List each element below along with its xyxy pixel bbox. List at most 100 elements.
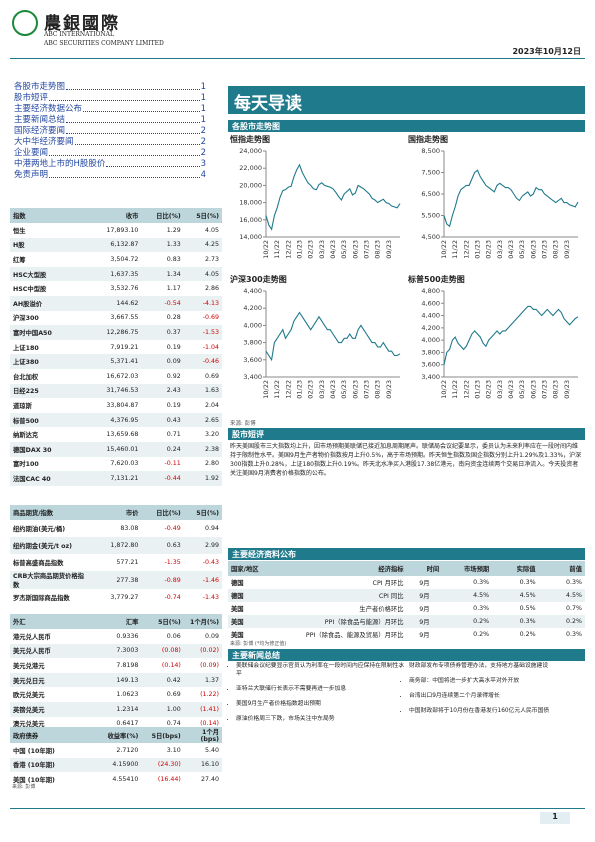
x-tick-label: 12/22 xyxy=(284,240,292,259)
cell: 欧元兑美元 xyxy=(13,692,45,700)
toc-item[interactable]: 国际经济要闻 2 xyxy=(14,126,206,137)
toc-item[interactable]: 主要新闻总结 1 xyxy=(14,115,206,126)
cell: 4.55410 xyxy=(112,775,139,783)
row: CRB大宗商品期货价格指数 277.38 -0.89 -1.46 xyxy=(10,571,222,589)
cell: 2.65 xyxy=(183,412,222,428)
cell: 7.3003 xyxy=(90,643,142,659)
row: 美元兑港元 7.8198 (0.14) (0.09) xyxy=(10,658,222,673)
commodity-table: 商品期货/指数 市价 日比(%) 5日(%) 纽约期油(美元/桶) 83.08 -0.49 0… xyxy=(10,505,222,606)
source: 来源: 彭博 xyxy=(230,421,256,427)
x-tick-label: 01/23 xyxy=(474,380,482,399)
toc-leader xyxy=(49,93,200,101)
cell: HSC中型股 xyxy=(13,286,47,294)
x-tick-label: 04/23 xyxy=(329,240,337,259)
cell: 4.25 xyxy=(183,237,222,253)
y-tick-label: 3,400 xyxy=(421,373,440,381)
header-cell: 指数 xyxy=(10,208,91,223)
toc-title: 股市短评 xyxy=(14,93,49,103)
y-tick-label: 4,500 xyxy=(421,233,440,241)
cell: 德国 xyxy=(231,580,244,587)
toc-leader xyxy=(49,148,200,156)
cell: 美元兑日元 xyxy=(10,672,91,688)
cell: 33,804.87 xyxy=(106,401,139,409)
row: 富时中国A50 12,286.75 0.37 -1.53 xyxy=(10,325,222,340)
x-tick-label: 07/23 xyxy=(541,380,549,399)
cell: CPI 月环比 xyxy=(372,580,404,587)
x-tick-label: 01/23 xyxy=(296,240,304,259)
cell: 0.69 xyxy=(166,691,181,699)
row: HSC大型股 1,637.35 1.34 4.05 xyxy=(10,266,222,282)
cell: 英镑兑美元 xyxy=(10,701,91,717)
x-tick-label: 08/23 xyxy=(552,240,560,259)
row: 美元兑日元 149.13 0.42 1.37 xyxy=(10,672,222,688)
y-tick-label: 4,000 xyxy=(421,336,440,344)
toc-title: 免责声明 xyxy=(14,170,49,180)
cell: (1.22) xyxy=(200,691,219,699)
news-item: 亚特兰大联储行长表示不需要再进一步加息 xyxy=(236,685,406,693)
x-tick-label: 03/23 xyxy=(496,240,504,259)
toc-item[interactable]: 各股市走势图 1 xyxy=(14,82,206,93)
cell: 0.71 xyxy=(166,431,181,439)
header-cell: 商品期货/指数 xyxy=(10,505,91,520)
cell: 5.40 xyxy=(204,746,219,754)
cell: 3.10 xyxy=(166,746,181,754)
x-tick-label: 08/23 xyxy=(374,240,382,259)
row: AH股溢价 144.62 -0.54 -4.13 xyxy=(10,295,222,311)
cell: 上证380 xyxy=(10,354,91,369)
header-row: 政府债券 收益率(%) 5日(bps) 1个月(bps) xyxy=(10,727,222,743)
cell: 4.05 xyxy=(183,266,222,282)
cell: 富时中国A50 xyxy=(10,325,91,340)
row: 恒生 17,893.10 1.29 4.05 xyxy=(10,223,222,238)
toc-title: 各股市走势图 xyxy=(14,82,66,92)
chart: 恒指走势图 14,000 16,000 18,000 20,000 22,000 24,00… xyxy=(230,134,401,259)
cell: 1.37 xyxy=(183,672,222,688)
cell: -0.43 xyxy=(202,559,219,566)
x-tick-label: 09/23 xyxy=(385,380,393,399)
cell: 0.42 xyxy=(141,672,184,688)
cell: -0.74 xyxy=(164,594,181,601)
header-cell: 5日(%) xyxy=(183,208,222,223)
cell: (0.14) xyxy=(161,661,181,669)
x-tick-label: 08/23 xyxy=(374,380,382,399)
cell: 12,286.75 xyxy=(90,325,142,340)
x-tick-label: 02/23 xyxy=(485,240,493,259)
toc-item[interactable]: 主要经济数据公布 1 xyxy=(14,104,206,115)
cell: 0.3% xyxy=(519,579,536,586)
cell: -0.11 xyxy=(164,460,181,468)
y-tick-label: 16,000 xyxy=(239,216,262,224)
x-tick-label: 02/23 xyxy=(307,380,315,399)
toc-title: 国际经济要闻 xyxy=(14,126,66,136)
cell: 香港 (10年期) xyxy=(10,757,91,773)
toc-item[interactable]: 中港两地上市的H股股价 3 xyxy=(14,159,206,170)
x-tick-label: 03/23 xyxy=(318,240,326,259)
toc-item[interactable]: 免责声明 4 xyxy=(14,170,206,181)
header-cell: 国家/地区 xyxy=(228,561,278,576)
toc-item[interactable]: 股市短评 1 xyxy=(14,93,206,104)
x-tick-label: 05/23 xyxy=(340,240,348,259)
x-tick-label: 12/22 xyxy=(462,240,470,259)
cell: 31,746.53 xyxy=(90,383,142,399)
chart: 标普500走势图 3,400 3,600 3,800 4,000 4,200 4,400 4,… xyxy=(407,274,579,399)
toc-item[interactable]: 企业要闻 2 xyxy=(14,148,206,159)
toc-page: 2 xyxy=(200,126,206,136)
cell: 标普500 xyxy=(10,412,91,428)
row: 美国 (10年期) 4.55410 (16.44) 27.40 xyxy=(10,772,222,787)
cell: 0.3% xyxy=(473,605,490,612)
x-tick-label: 11/22 xyxy=(451,240,459,259)
row: 美元兑人民币 7.3003 (0.08) (0.02) xyxy=(10,643,222,659)
rule xyxy=(10,58,585,59)
y-tick-label: 3,800 xyxy=(421,348,440,356)
toc-leader xyxy=(83,104,200,112)
x-tick-label: 04/23 xyxy=(329,380,337,399)
cell: 144.62 xyxy=(90,295,142,311)
cell: 1,637.35 xyxy=(90,266,142,282)
toc-item[interactable]: 大中华经济要闻 2 xyxy=(14,137,206,148)
cell: 恒生 xyxy=(13,227,26,235)
cell: 15,460.01 xyxy=(90,441,142,457)
cell: 德国 xyxy=(228,589,278,602)
cell: PPI（除食品、能源及贸易）月环比 xyxy=(305,632,404,639)
x-tick-label: 05/23 xyxy=(518,240,526,259)
cell: 27.40 xyxy=(200,775,219,783)
cell: 4.5% xyxy=(492,589,539,602)
header-cell: 前值 xyxy=(538,561,585,576)
